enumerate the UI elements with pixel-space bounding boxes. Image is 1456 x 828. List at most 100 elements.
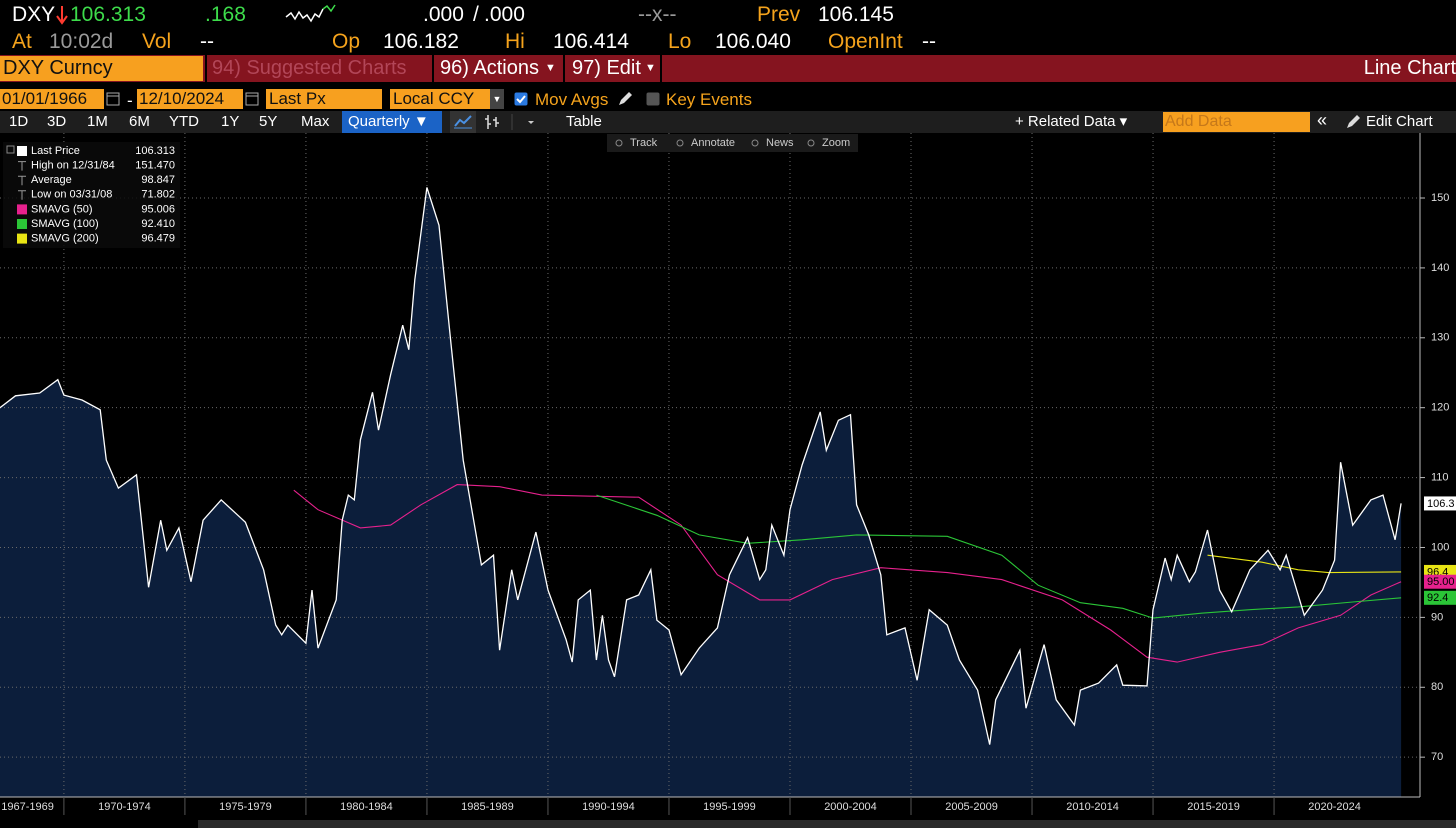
edit-menu[interactable]: 97) Edit (572, 57, 641, 79)
chart-tools-background (607, 134, 858, 152)
x-tick-label: 2005-2009 (945, 801, 998, 813)
value-tag-box (1424, 590, 1456, 605)
add-data-input[interactable]: Add Data (1163, 112, 1310, 132)
volume-label: Vol (142, 30, 172, 53)
period-button[interactable]: 6M (129, 113, 150, 130)
field-select[interactable]: Last Px (266, 89, 382, 109)
y-tick-label: 80 (1431, 681, 1443, 693)
divider (660, 55, 662, 82)
legend-value: 95.006 (141, 203, 175, 215)
period-button[interactable]: 5Y (259, 113, 278, 130)
value-tag: 95.00 (1424, 574, 1456, 589)
legend-collapse (6, 145, 15, 154)
legend-value: 151.470 (135, 160, 175, 172)
legend-label: Low on 03/31/08 (31, 189, 112, 201)
time-label: At (12, 30, 32, 53)
open-interest: -- (922, 30, 936, 53)
period-button[interactable]: 3D (47, 113, 67, 130)
period-button[interactable]: Max (301, 113, 330, 130)
key-events[interactable]: Key Events (666, 90, 752, 109)
legend: Last Price 106.313 High on 12/31/84 151.470… (3, 142, 180, 248)
end-date[interactable]: 12/10/2024 (137, 89, 243, 109)
legend-symbol (18, 175, 26, 186)
down-arrow (56, 6, 68, 25)
sparkline-icon (285, 4, 336, 23)
collapse-icon[interactable]: « (1317, 110, 1328, 130)
dropdown-arrow: ▼ (645, 62, 656, 74)
low: 106.040 (715, 30, 791, 53)
edit-chart[interactable]: Edit Chart (1366, 113, 1433, 130)
legend-background (3, 142, 180, 248)
period-button[interactable]: 1D (9, 113, 29, 130)
x-tick-label: 1970-1974 (98, 801, 151, 813)
prev-label: Prev (757, 3, 801, 26)
y-tick-label: 120 (1431, 402, 1449, 414)
x-tick-label: 2010-2014 (1066, 801, 1119, 813)
legend-swatch (17, 204, 27, 215)
tool-icon (615, 139, 623, 147)
volume: -- (200, 30, 214, 53)
date-dash: - (127, 91, 133, 110)
tool-button[interactable]: Track (630, 137, 658, 149)
prev-value: 106.145 (818, 3, 894, 26)
period-button[interactable]: 1Y (221, 113, 240, 130)
table-button[interactable]: Table (566, 113, 602, 130)
period-button[interactable]: YTD (169, 113, 199, 130)
related-data[interactable]: + Related Data ▾ (1015, 113, 1128, 130)
value-tag: 106.3 (1424, 496, 1456, 511)
mov-avgs[interactable]: Mov Avgs (535, 90, 609, 109)
actions-menu[interactable]: 96) Actions (440, 57, 539, 79)
bid-ask-size: --x-- (638, 3, 677, 26)
x-tick-label: 2020-2024 (1308, 801, 1361, 813)
frequency-select[interactable]: Quarterly ▼ (342, 111, 442, 133)
x-tick-label: 1967-1969 (1, 801, 54, 813)
series-line (293, 484, 1402, 663)
tool-icon (676, 139, 684, 147)
currency-select[interactable]: Local CCY (390, 89, 490, 109)
legend-label: SMAVG (50) (31, 203, 93, 215)
y-tick-label: 100 (1431, 541, 1449, 553)
legend-value: 106.313 (135, 145, 175, 157)
low-label: Lo (668, 30, 692, 53)
suggested-charts[interactable]: 94) Suggested Charts (212, 57, 407, 79)
divider (563, 55, 565, 82)
tool-button[interactable]: Zoom (822, 137, 850, 149)
high: 106.414 (553, 30, 629, 53)
tool-icon (751, 139, 759, 147)
checkbox[interactable] (646, 92, 661, 107)
net-change: .168 (205, 3, 246, 26)
separator: / (473, 3, 479, 26)
legend-value: 92.410 (141, 218, 175, 230)
value-tag-box (1424, 496, 1456, 511)
x-tick-label: 1980-1984 (340, 801, 393, 813)
pencil-icon (1347, 115, 1360, 128)
pencil-icon[interactable] (617, 91, 633, 107)
legend-label: Last Price (31, 145, 80, 157)
tool-button[interactable]: News (766, 137, 794, 149)
series-line (0, 187, 1402, 745)
legend-symbol (18, 190, 26, 200)
start-date[interactable]: 01/01/1966 (0, 89, 104, 109)
bid: .000 (423, 3, 464, 26)
security-field[interactable]: DXY Curncy (0, 56, 203, 81)
ask: .000 (484, 3, 525, 26)
y-tick-label: 130 (1431, 332, 1449, 344)
legend-value: 71.802 (141, 189, 175, 201)
ticker: DXY (12, 3, 56, 26)
checkbox-checked[interactable] (514, 92, 529, 107)
legend-value: 96.479 (141, 233, 175, 245)
dropdown-arrow[interactable]: ▼ (490, 89, 504, 109)
chart-tools: Track Annotate News Zoom (607, 134, 858, 152)
x-tick-label: 2000-2004 (824, 801, 877, 813)
chart-style-icons[interactable] (450, 111, 550, 133)
x-tick-label: 1990-1994 (582, 801, 635, 813)
y-tick-label: 70 (1431, 751, 1443, 763)
calendar-icon (106, 92, 120, 106)
x-tick-label: 1995-1999 (703, 801, 756, 813)
y-tick-label: 140 (1431, 262, 1449, 274)
open: 106.182 (383, 30, 459, 53)
period-button[interactable]: 1M (87, 113, 108, 130)
tool-button[interactable]: Annotate (691, 137, 735, 149)
